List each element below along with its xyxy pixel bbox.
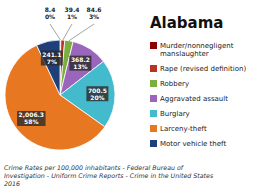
leader-line	[63, 24, 72, 40]
leader-line	[69, 24, 94, 41]
footnote: Crime Rates per 100,000 inhabitants - Fe…	[4, 164, 214, 187]
legend: Murder/nonnegligentmanslaughter Rape (rev…	[150, 42, 246, 148]
data-label: 700.520%	[88, 87, 107, 101]
legend-swatch	[150, 110, 157, 117]
data-labels: 368.213% 700.520% 2,006.358% 241.17% 8.40% 39…	[17, 6, 108, 126]
legend-swatch	[150, 125, 157, 132]
legend-entry: Robbery	[160, 80, 189, 88]
legend-swatch	[150, 80, 157, 87]
pie-slice	[37, 40, 60, 95]
data-label-box	[69, 56, 91, 71]
pie-slice	[5, 45, 105, 150]
leader-line	[50, 24, 60, 40]
data-label: 241.17%	[42, 51, 61, 65]
data-label-box	[17, 111, 45, 126]
legend-swatch	[150, 42, 157, 49]
data-label-box	[86, 86, 108, 101]
title: Alabama	[150, 14, 223, 32]
data-label: 2,006.358%	[19, 111, 44, 125]
data-label: 8.40%	[45, 6, 56, 20]
legend-entry: Rape (revised definition)	[160, 65, 246, 73]
legend-entry: Murder/nonnegligentmanslaughter	[160, 42, 234, 58]
data-label: 39.41%	[65, 6, 80, 20]
data-label: 84.63%	[87, 6, 102, 20]
legend-swatch	[150, 140, 157, 147]
data-label-box	[41, 50, 63, 65]
legend-swatch	[150, 65, 157, 72]
chart: 368.213% 700.520% 2,006.358% 241.17% 8.40% 39…	[0, 0, 263, 191]
legend-entry: Motor vehicle theft	[160, 140, 226, 148]
data-label: 368.213%	[71, 56, 90, 70]
legend-entry: Burglary	[160, 110, 190, 118]
legend-swatch	[150, 95, 157, 102]
pie	[5, 40, 115, 150]
legend-entry: Larceny-theft	[160, 125, 207, 133]
legend-entry: Aggravated assault	[160, 95, 228, 103]
